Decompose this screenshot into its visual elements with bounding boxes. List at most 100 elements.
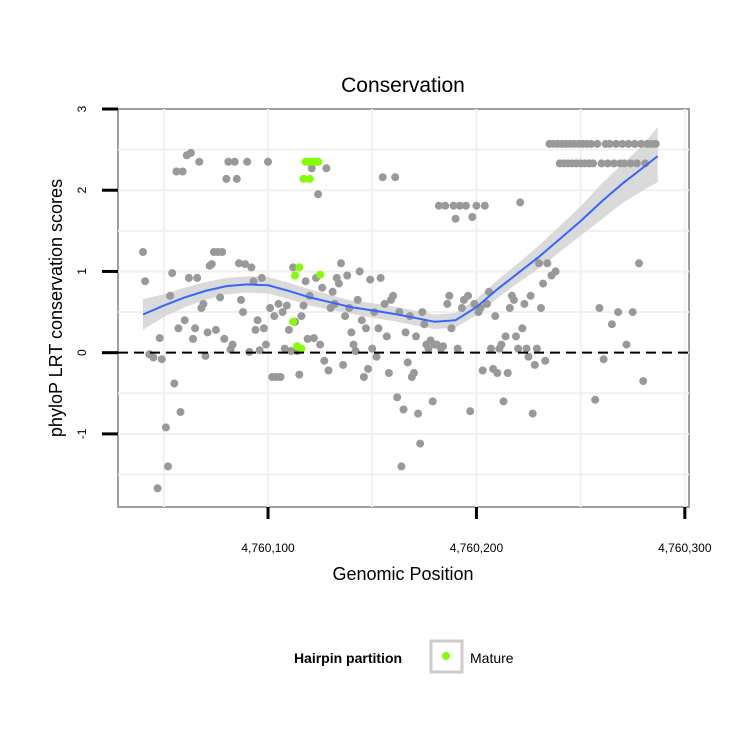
data-point: [314, 190, 323, 199]
data-point: [445, 291, 454, 300]
data-point: [418, 308, 427, 317]
data-point: [530, 360, 539, 369]
data-point: [541, 356, 550, 365]
data-point: [414, 409, 423, 418]
data-point: [391, 173, 400, 182]
y-tick-label: 0: [75, 349, 89, 356]
data-point: [651, 139, 660, 148]
data-point: [357, 316, 366, 325]
data-point: [343, 271, 352, 280]
data-point: [178, 167, 187, 176]
data-point: [614, 308, 623, 317]
data-point: [297, 312, 306, 321]
data-point: [166, 291, 175, 300]
mature-point: [316, 270, 325, 279]
plot-panel-background: [117, 108, 690, 508]
data-point: [403, 358, 412, 367]
data-point: [464, 291, 473, 300]
mature-point: [299, 174, 308, 183]
data-point: [503, 369, 512, 377]
legend-key-box: [429, 639, 464, 674]
data-point: [276, 373, 285, 381]
data-point: [220, 334, 229, 343]
legend-key-mature-dot: [442, 652, 450, 660]
data-point: [207, 260, 216, 269]
data-point: [351, 347, 360, 355]
data-point: [366, 275, 375, 284]
data-point: [201, 351, 210, 360]
data-point: [376, 273, 385, 282]
data-point: [289, 263, 298, 272]
data-point: [170, 379, 179, 388]
data-point: [155, 334, 164, 343]
data-point: [309, 334, 318, 343]
data-point: [270, 312, 279, 321]
y-tick-label: -1: [75, 428, 89, 439]
data-point: [339, 360, 348, 369]
data-point: [320, 356, 329, 365]
legend: Hairpin partition Mature: [294, 639, 514, 674]
data-point: [259, 324, 268, 333]
data-point: [374, 324, 383, 333]
data-point: [620, 159, 629, 168]
data-point: [605, 139, 614, 148]
data-point: [264, 157, 272, 166]
data-point: [249, 277, 258, 286]
data-point: [362, 324, 370, 333]
data-point: [439, 342, 448, 351]
data-point: [499, 397, 508, 406]
data-point: [505, 304, 514, 312]
data-point: [284, 325, 293, 334]
chart-title: Conservation: [341, 74, 465, 97]
data-point: [622, 340, 631, 349]
confidence-ribbon: [143, 126, 658, 330]
data-point: [303, 334, 312, 343]
data-point: [472, 201, 481, 210]
data-point: [441, 201, 450, 210]
data-point: [316, 340, 325, 349]
y-axis: -1 0 1 2 3: [75, 105, 118, 439]
data-point: [301, 277, 310, 286]
data-point: [299, 301, 308, 310]
data-point: [607, 320, 616, 329]
data-point: [337, 259, 345, 268]
data-point: [514, 344, 523, 353]
data-point: [353, 295, 362, 304]
data-point: [262, 340, 270, 349]
data-point: [189, 334, 197, 343]
data-point: [274, 299, 283, 308]
data-point: [543, 259, 552, 268]
y-tick-label: 3: [75, 105, 89, 112]
data-point: [518, 324, 527, 333]
data-point: [416, 439, 425, 448]
data-point: [409, 369, 418, 377]
y-tick-label: 1: [75, 268, 89, 275]
x-tick-label: 4,760,100: [241, 541, 295, 555]
data-point: [364, 364, 373, 373]
data-point: [193, 273, 202, 282]
data-point: [487, 344, 495, 353]
data-point: [624, 139, 633, 148]
data-point: [539, 279, 548, 288]
data-point: [595, 304, 604, 312]
confidence-ribbon-group: [143, 126, 658, 330]
data-point: [532, 344, 541, 353]
legend-title: Hairpin partition: [294, 650, 402, 666]
data-point: [389, 291, 398, 300]
grid-lines: [118, 109, 689, 507]
data-point: [434, 201, 443, 210]
data-point: [322, 164, 331, 173]
data-point: [451, 214, 460, 223]
data-point: [589, 159, 598, 168]
smooth-line: [142, 155, 659, 323]
data-point: [232, 174, 241, 183]
data-point: [234, 259, 243, 268]
mature-point: [295, 263, 304, 272]
data-point: [424, 344, 433, 353]
data-point: [324, 366, 333, 375]
data-point: [318, 283, 327, 292]
y-axis-label: phyloP LRT conservation scores: [46, 179, 66, 437]
data-point: [491, 312, 500, 321]
x-tick-label: 4,760,200: [450, 541, 504, 555]
